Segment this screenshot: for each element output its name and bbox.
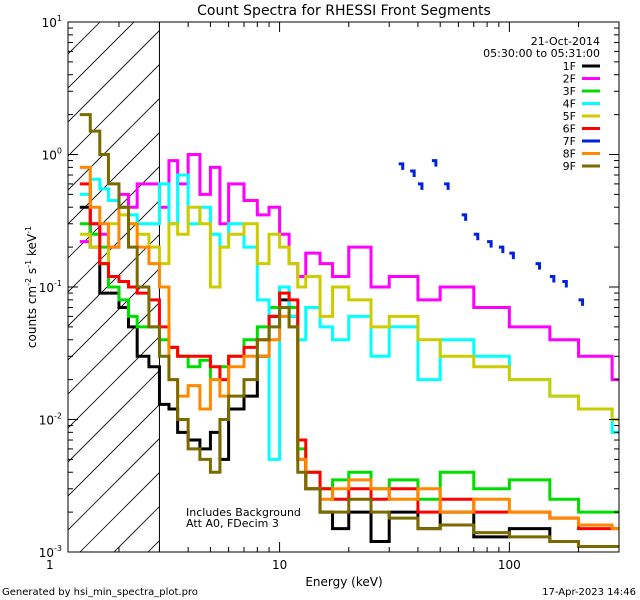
- y-tick-label: 10-2: [39, 412, 62, 428]
- footer-timestamp: 17-Apr-2023 14:46: [542, 587, 636, 598]
- ylabel-part-3: -1: [24, 260, 33, 268]
- footer-generated-by: Generated by hsi_min_spectra_plot.pro: [2, 587, 198, 598]
- legend-time-range: 05:30:00 to 05:31:00: [483, 47, 600, 60]
- series-8F: [79, 165, 619, 531]
- legend-label-5F: 5F: [563, 110, 576, 123]
- y-tick-label: 10-1: [39, 279, 62, 295]
- hatch-line: [68, 403, 160, 497]
- legend-label-1F: 1F: [563, 60, 576, 73]
- ylabel-part-2: s: [25, 268, 39, 278]
- legend-label-6F: 6F: [563, 123, 576, 136]
- x-tick-label: 10: [272, 558, 287, 572]
- series-layer: [79, 113, 619, 549]
- hatch-line: [68, 63, 160, 157]
- y-tick-label: 10-3: [39, 544, 62, 560]
- y-tick-label: 101: [42, 14, 62, 30]
- y-axis-label: counts cm-2 s-1 keV-1: [24, 226, 39, 348]
- legend-label-8F: 8F: [563, 148, 576, 161]
- series-7F: [398, 159, 585, 306]
- hatch-line: [68, 97, 160, 191]
- x-tick-label: 1: [46, 558, 54, 572]
- x-tick-label: 100: [498, 558, 521, 572]
- annotation-attenuator: Att A0, FDecim 3: [186, 517, 279, 530]
- legend-label-2F: 2F: [563, 73, 576, 86]
- ylabel-part-1: -2: [24, 278, 33, 286]
- legend-date: 21-Oct-2014: [531, 35, 600, 48]
- annotation-background: Includes Background: [186, 506, 301, 519]
- y-tick-label: 100: [42, 147, 62, 163]
- legend-label-4F: 4F: [563, 98, 576, 111]
- hatch-line: [68, 437, 160, 531]
- chart-title: Count Spectra for RHESSI Front Segments: [197, 3, 491, 19]
- ylabel-part-5: -1: [24, 226, 33, 234]
- legend-label-7F: 7F: [563, 135, 576, 148]
- hatch-line: [68, 29, 160, 123]
- axis-ticks: 1 10 100 10-3 10-2 10-1 100 101: [39, 14, 620, 572]
- x-axis-label: Energy (keV): [305, 575, 382, 589]
- series-3F: [79, 222, 619, 514]
- ylabel-part-4: keV: [25, 233, 39, 260]
- series-9F: [79, 113, 619, 549]
- legend-label-9F: 9F: [563, 160, 576, 173]
- series-2F: [79, 153, 619, 382]
- ylabel-part-0: counts cm: [25, 286, 39, 348]
- legend-label-3F: 3F: [563, 85, 576, 98]
